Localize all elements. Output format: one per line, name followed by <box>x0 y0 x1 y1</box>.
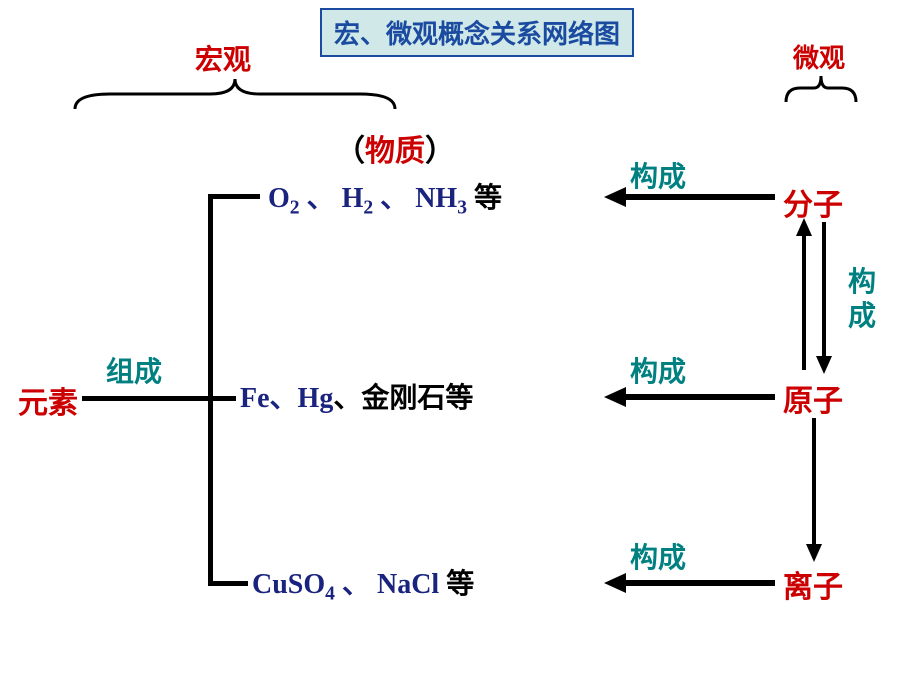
examples-row3: CuSO4 、 NaCl 等 <box>252 562 474 606</box>
ion-node: 离子 <box>783 562 843 606</box>
atom-node: 原子 <box>783 376 843 420</box>
paren-open: （ <box>335 135 365 168</box>
o2: O <box>268 183 290 214</box>
cuso4: CuSO <box>252 569 325 600</box>
arrow-head-3 <box>604 573 626 593</box>
arrow-shaft-1 <box>625 194 775 200</box>
sep1a: 、 <box>300 183 335 214</box>
arrow-shaft-mol-atom-up <box>802 224 806 370</box>
o2-sub: 2 <box>290 198 300 219</box>
line-stub-3 <box>208 581 248 586</box>
line-element-h <box>82 396 208 401</box>
arrow-shaft-mol-atom-down <box>822 222 826 368</box>
arrow-head-2 <box>604 387 626 407</box>
examples-row2: Fe、Hg、金刚石等 <box>240 376 473 416</box>
arrow-head-atom-ion <box>806 544 822 562</box>
arrow-shaft-3 <box>625 580 775 586</box>
construct-label-2b: 成 <box>848 294 876 334</box>
line-stub-2 <box>208 396 236 401</box>
examples-row1: O2 、 H2 、 NH3 等 <box>268 176 502 220</box>
arrow-head-mol-atom-down <box>816 356 832 374</box>
sep2a: 、 <box>270 383 298 414</box>
sep3: 、 <box>335 569 377 600</box>
brace-micro <box>782 70 860 106</box>
nacl: NaCl <box>377 569 439 600</box>
cuso4-sub: 4 <box>325 584 335 605</box>
arrow-head-mol-atom-up <box>796 218 812 236</box>
etc2: 等 <box>445 383 473 414</box>
paren-close: ） <box>425 135 455 168</box>
hg: Hg <box>298 383 334 414</box>
nh3-sub: 3 <box>457 198 467 219</box>
brace-macro <box>70 74 400 114</box>
construct-label-4: 构成 <box>630 350 686 390</box>
sep1b: 、 <box>373 183 415 214</box>
compose-label: 组成 <box>106 350 162 390</box>
element-label: 元素 <box>18 378 78 422</box>
matter-heading: （物质） <box>335 126 455 170</box>
macro-label: 宏观 <box>195 38 251 78</box>
sep2b: 、 <box>333 383 361 414</box>
arrow-shaft-2 <box>625 394 775 400</box>
line-bracket-v <box>208 194 213 586</box>
h2-sub: 2 <box>363 198 373 219</box>
construct-label-5: 构成 <box>630 536 686 576</box>
line-stub-1 <box>208 194 260 199</box>
molecule-node: 分子 <box>783 180 843 224</box>
matter-text: 物质 <box>365 135 425 168</box>
etc1: 等 <box>474 183 502 214</box>
etc3: 等 <box>446 569 474 600</box>
diamond: 金刚石 <box>361 383 445 414</box>
arrow-head-1 <box>604 187 626 207</box>
construct-label-1: 构成 <box>630 155 686 195</box>
nh3: NH <box>415 183 457 214</box>
arrow-shaft-atom-ion <box>812 418 816 554</box>
h2: H <box>342 183 364 214</box>
fe: Fe <box>240 383 270 414</box>
diagram-title: 宏、微观概念关系网络图 <box>320 8 634 57</box>
